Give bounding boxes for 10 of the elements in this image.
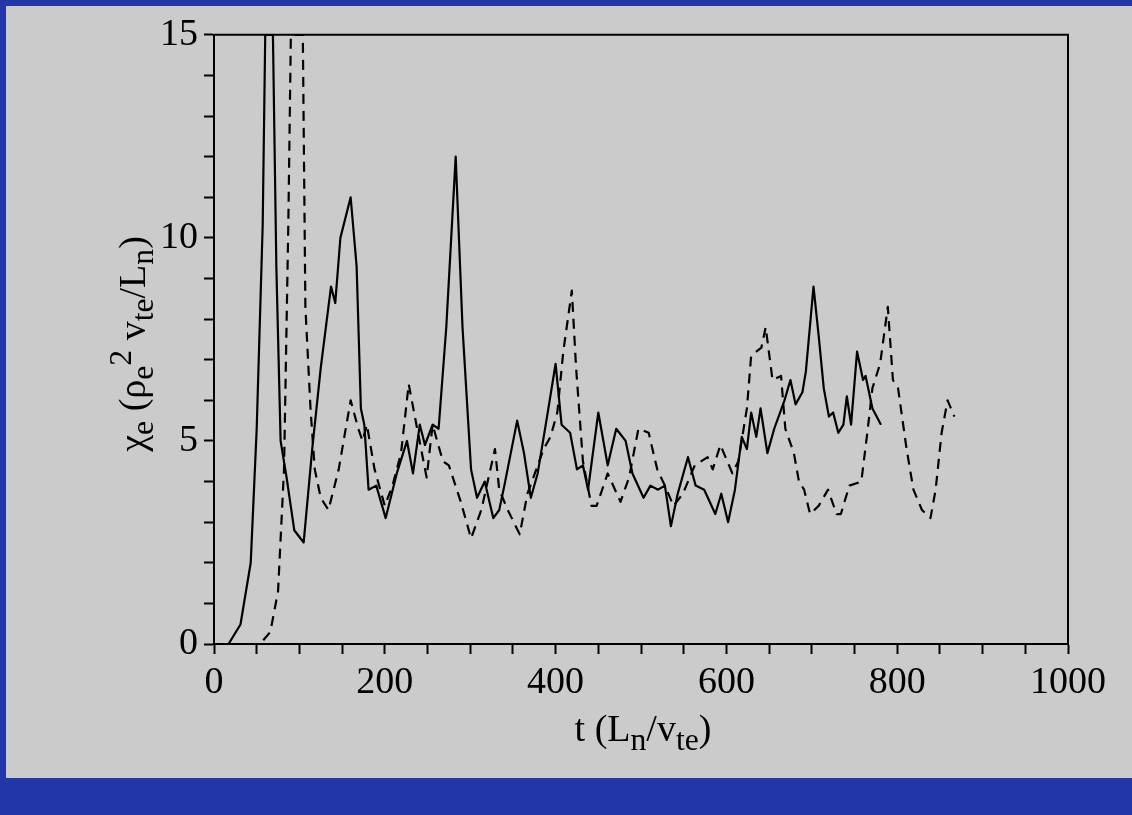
x-tick-label: 800 [868,658,926,701]
x-axis-title: t (L$_{n}$/v$_{te}$) [573,706,713,758]
x-tick-label: 1000 [1030,658,1106,701]
y-tick-label: 5 [179,416,198,459]
y-tick-label: 0 [179,619,198,662]
x-tick-label: 400 [527,658,585,701]
x-tick-label: 200 [356,658,414,701]
y-tick-label: 10 [160,213,198,256]
y-tick-label: 15 [160,10,198,53]
x-tick-label: 600 [697,658,755,701]
